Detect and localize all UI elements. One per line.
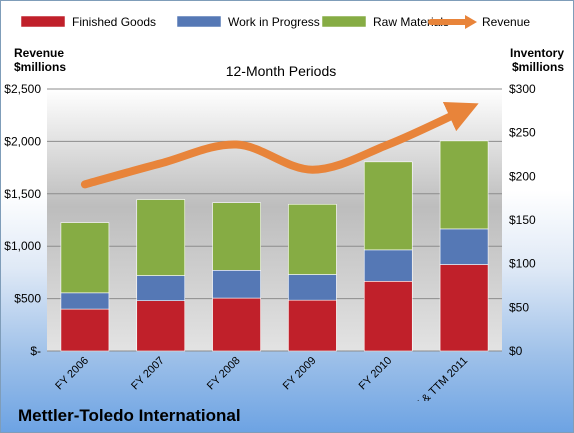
bar-work-in-progress bbox=[136, 275, 186, 301]
legend-label-revenue: Revenue bbox=[482, 15, 530, 29]
bar-raw-materials bbox=[60, 222, 110, 294]
chart-title: 12-Month Periods bbox=[226, 63, 337, 79]
company-name: Mettler-Toledo International bbox=[18, 406, 241, 425]
plot-area bbox=[47, 89, 502, 351]
bar-raw-materials bbox=[212, 202, 261, 271]
bar-finished-goods bbox=[212, 297, 261, 352]
right-tick-label: $150 bbox=[509, 213, 536, 227]
right-axis-label-line2: $millions bbox=[512, 60, 564, 74]
right-tick-label: $200 bbox=[509, 169, 536, 183]
bar-finished-goods bbox=[363, 281, 413, 352]
bar-work-in-progress bbox=[60, 292, 110, 310]
bar-finished-goods bbox=[60, 308, 110, 352]
right-tick-label: $250 bbox=[509, 126, 536, 140]
legend: Finished Goods Work in Progress Raw Materi… bbox=[20, 15, 530, 29]
bar-work-in-progress bbox=[288, 274, 337, 301]
legend-arrow-revenue bbox=[465, 15, 477, 29]
revenue-line bbox=[80, 102, 479, 189]
left-tick-label: $- bbox=[30, 344, 41, 358]
left-tick-label: $1,000 bbox=[4, 239, 41, 253]
left-axis-label-line2: $millions bbox=[14, 60, 66, 74]
x-tick-label: FY 2007 bbox=[129, 355, 167, 393]
right-tick-label: $100 bbox=[509, 257, 536, 271]
legend-swatch-finished-goods bbox=[20, 15, 66, 28]
legend-swatch-work-in-progress bbox=[176, 15, 222, 28]
x-tick-label: FY 2010 bbox=[357, 355, 395, 393]
bar-raw-materials bbox=[288, 203, 337, 275]
legend-label-finished-goods: Finished Goods bbox=[72, 15, 156, 29]
right-tick-label: $300 bbox=[509, 82, 536, 96]
bar-finished-goods bbox=[288, 299, 337, 352]
bar-work-in-progress bbox=[439, 228, 489, 265]
right-tick-label: $50 bbox=[509, 300, 529, 314]
x-tick-label: FY 2006 bbox=[53, 355, 91, 393]
chart: Finished Goods Work in Progress Raw Materi… bbox=[4, 15, 564, 401]
left-tick-label: $2,000 bbox=[4, 134, 41, 148]
bar-raw-materials bbox=[363, 161, 413, 251]
bar-finished-goods bbox=[136, 300, 186, 352]
left-tick-label: $1,500 bbox=[4, 187, 41, 201]
bar-raw-materials bbox=[439, 140, 489, 230]
legend-label-raw-materials: Raw Materials bbox=[373, 15, 449, 29]
x-tick-label: FY & TTM 2011 bbox=[408, 355, 471, 401]
bar-finished-goods bbox=[439, 264, 489, 352]
revenue-line-path bbox=[80, 102, 479, 189]
x-tick-label: FY 2009 bbox=[281, 355, 319, 393]
left-axis-ticks: $- $500 $1,000 $1,500 $2,000 $2,500 bbox=[4, 82, 41, 358]
left-axis-label-line1: Revenue bbox=[14, 46, 64, 60]
bar-work-in-progress bbox=[363, 249, 413, 282]
left-tick-label: $2,500 bbox=[4, 82, 41, 96]
x-axis-ticks: FY 2006 FY 2007 FY 2008 FY 2009 FY 2010 FY & … bbox=[53, 355, 470, 401]
legend-label-work-in-progress: Work in Progress bbox=[228, 15, 320, 29]
legend-swatch-raw-materials bbox=[321, 15, 367, 28]
x-tick-label: FY 2008 bbox=[205, 355, 243, 393]
bars bbox=[60, 140, 489, 352]
right-axis-ticks: $0 $50 $100 $150 $200 $250 $300 bbox=[509, 82, 536, 358]
right-axis-label-line1: Inventory bbox=[510, 46, 564, 60]
left-tick-label: $500 bbox=[14, 292, 41, 306]
gridlines bbox=[47, 88, 502, 352]
bar-work-in-progress bbox=[212, 270, 261, 299]
bar-raw-materials bbox=[136, 199, 186, 276]
right-tick-label: $0 bbox=[509, 344, 523, 358]
